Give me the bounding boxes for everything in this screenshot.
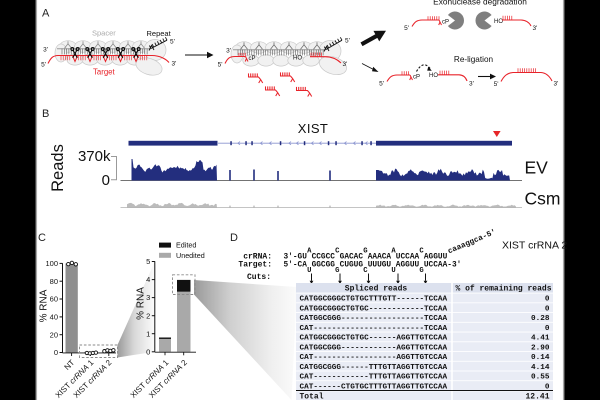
svg-text:A: A (307, 247, 312, 255)
svg-text:5': 5' (41, 62, 46, 69)
svg-text:0.28: 0.28 (531, 315, 550, 323)
svg-text:cP: cP (249, 56, 256, 62)
svg-text:5': 5' (170, 39, 175, 46)
svg-text:0.55: 0.55 (531, 374, 550, 382)
svg-text:XIST: XIST (298, 121, 329, 136)
svg-text:U: U (391, 267, 395, 275)
svg-text:HO: HO (293, 56, 302, 62)
svg-text:G: G (419, 267, 423, 275)
svg-text:100: 100 (45, 259, 58, 268)
svg-text:80: 80 (50, 277, 58, 286)
svg-text:cP: cP (413, 75, 420, 81)
svg-text:0.14: 0.14 (531, 354, 550, 362)
svg-text:60: 60 (50, 295, 58, 304)
svg-text:CATGGCGGGCTGTGC------AGGTTGTCC: CATGGCGGGCTGTGC------AGGTTGTCCAA (300, 335, 448, 343)
svg-text:% of remaining reads: % of remaining reads (455, 284, 551, 293)
svg-text:CATGGCGGG------------------TCC: CATGGCGGG------------------TCCAA (300, 315, 448, 323)
svg-text:0: 0 (54, 348, 58, 357)
svg-text:Target: Target (93, 68, 116, 77)
svg-text:5: 5 (146, 257, 150, 266)
svg-text:3'-GU CCGCC GACAC AAACA UCCAA: 3'-GU CCGCC GACAC AAACA UCCAA AGGUU (284, 253, 448, 261)
svg-text:B: B (42, 108, 49, 120)
svg-text:C: C (419, 247, 424, 255)
svg-text:C: C (38, 232, 46, 244)
svg-text:Reads: Reads (49, 144, 67, 192)
svg-text:0: 0 (146, 347, 150, 356)
svg-text:Repeat: Repeat (147, 29, 172, 38)
svg-text:40: 40 (50, 312, 58, 321)
svg-text:XIST crRNA 2: XIST crRNA 2 (502, 240, 567, 252)
svg-text:HO: HO (429, 73, 438, 79)
svg-text:CATGGCGGG------TTTGTTAGGTTGTCC: CATGGCGGG------TTTGTTAGGTTGTCCAA (300, 364, 448, 372)
svg-text:G: G (335, 267, 339, 275)
svg-text:0: 0 (545, 383, 550, 391)
svg-text:% RNA: % RNA (39, 289, 50, 322)
svg-text:cP: cP (442, 20, 449, 26)
svg-text:A: A (42, 8, 50, 20)
svg-text:0: 0 (545, 305, 550, 313)
svg-text:EV: EV (525, 158, 549, 178)
svg-text:0: 0 (545, 325, 550, 333)
svg-text:1: 1 (146, 329, 150, 338)
svg-text:2.90: 2.90 (531, 344, 550, 352)
svg-text:C: C (335, 247, 340, 255)
svg-text:Total: Total (300, 392, 324, 400)
svg-text:Target:: Target: (238, 261, 272, 270)
svg-text:5': 5' (404, 25, 409, 32)
svg-text:Exonuclease degradation: Exonuclease degradation (433, 0, 527, 7)
svg-text:0: 0 (102, 172, 110, 189)
svg-text:3: 3 (146, 293, 150, 302)
svg-text:crRNA:: crRNA: (243, 252, 272, 261)
svg-text:Cuts:: Cuts: (247, 273, 271, 282)
svg-text:CAT------------TTTGTTAGGTTGTCC: CAT------------TTTGTTAGGTTGTCCAA (300, 374, 448, 382)
svg-text:CATGGCGGGCTGTGC------------TCC: CATGGCGGGCTGTGC------------TCCAA (300, 305, 448, 313)
svg-text:Unedited: Unedited (176, 251, 205, 260)
svg-text:5': 5' (218, 62, 223, 69)
svg-text:Edited: Edited (176, 241, 196, 250)
svg-text:4: 4 (146, 275, 150, 284)
svg-text:5': 5' (379, 81, 384, 88)
svg-text:3': 3' (43, 46, 48, 53)
svg-text:G: G (363, 247, 367, 255)
svg-text:5': 5' (494, 81, 499, 88)
svg-text:0: 0 (545, 296, 550, 304)
svg-text:U: U (307, 267, 311, 275)
svg-text:CAT------CTGTGCTTTGTTAGGTTGTCC: CAT------CTGTGCTTTGTTAGGTTGTCCAA (300, 383, 448, 391)
svg-text:5': 5' (345, 38, 350, 45)
svg-text:3': 3' (343, 61, 348, 68)
svg-text:4.41: 4.41 (531, 335, 550, 343)
svg-text:C: C (363, 267, 368, 275)
svg-text:5'-CA GGCGG CUGUG UUUGU AGGUU: 5'-CA GGCGG CUGUG UUUGU AGGUU UCCAA-3' (284, 262, 462, 270)
svg-text:CAT------------------AGGTTGTCC: CAT------------------AGGTTGTCCAA (300, 354, 448, 362)
svg-text:Spacer: Spacer (92, 29, 116, 38)
svg-text:CATGGCGGG------------AGGTTGTCC: CATGGCGGG------------AGGTTGTCCAA (300, 344, 448, 352)
svg-text:3': 3' (172, 61, 177, 68)
svg-text:20: 20 (50, 330, 58, 339)
svg-text:4.14: 4.14 (531, 364, 550, 372)
svg-text:370k: 370k (78, 148, 111, 165)
svg-text:HO: HO (494, 19, 503, 25)
svg-text:A: A (391, 247, 396, 255)
svg-text:3': 3' (469, 81, 474, 88)
svg-text:3': 3' (226, 47, 231, 54)
svg-text:Csm: Csm (525, 189, 561, 209)
svg-text:Re-ligation: Re-ligation (454, 55, 494, 64)
svg-text:2: 2 (146, 311, 150, 320)
svg-text:% RNA: % RNA (136, 287, 147, 320)
svg-text:12.41: 12.41 (525, 392, 549, 400)
svg-text:D: D (230, 232, 238, 244)
svg-text:3': 3' (533, 25, 538, 32)
svg-text:Spliced reads: Spliced reads (345, 284, 408, 293)
svg-text:CAT------------------------TCC: CAT------------------------TCCAA (300, 325, 448, 333)
svg-text:3': 3' (554, 81, 559, 88)
svg-text:CATGGCGGGCTGTGCTTTGTT------TCC: CATGGCGGGCTGTGCTTTGTT------TCCAA (300, 296, 448, 304)
